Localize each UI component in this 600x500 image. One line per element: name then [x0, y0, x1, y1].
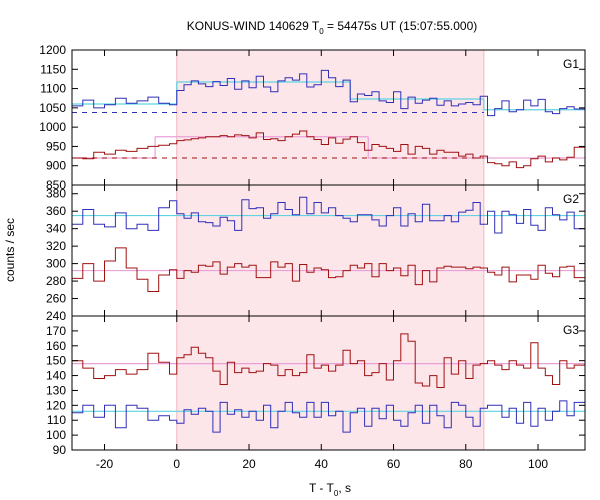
x-tick-label: 40	[315, 457, 329, 471]
g2-blue-series	[72, 196, 585, 234]
x-tick-label: -20	[96, 457, 114, 471]
g3-panel-label: G3	[563, 323, 579, 337]
chart-title: KONUS-WIND 140629 T0 = 54475s UT (15:07:…	[187, 19, 478, 36]
x-axis: -20 0 20 40 60 80 100	[96, 457, 549, 471]
g3-blue-series	[72, 400, 585, 433]
x-tick-label: 80	[459, 457, 473, 471]
g1-y-tick-label: 950	[46, 139, 66, 153]
g2-panel: 240 260 280 300 320 340 360 380 G2	[46, 184, 586, 323]
g1-panel-label: G1	[563, 57, 579, 71]
g2-y-tick-label: 380	[46, 187, 66, 201]
y-axis-label: counts / sec	[3, 218, 17, 282]
x-tick-label: 100	[528, 457, 548, 471]
g1-red-series	[72, 130, 585, 169]
g2-y-tick-label: 360	[46, 204, 66, 218]
g3-y-tick-label: 140	[46, 369, 66, 383]
g3-red-series	[72, 333, 585, 388]
g3-y-tick-label: 120	[46, 398, 66, 412]
g2-red-series	[72, 247, 585, 292]
x-axis-label: T - T0, s	[309, 481, 351, 498]
g1-y-tick-label: 850	[46, 178, 66, 192]
g3-y-tick-label: 90	[53, 443, 67, 457]
g2-y-tick-label: 240	[46, 309, 66, 323]
g3-y-tick-label: 110	[47, 413, 66, 427]
g2-panel-label: G2	[563, 192, 579, 206]
g2-y-tick-label: 260	[46, 292, 66, 306]
x-tick-label: 20	[242, 457, 256, 471]
g1-y-tick-label: 1000	[39, 120, 66, 134]
g1-y-tick-label: 1150	[40, 62, 66, 76]
g2-y-tick-label: 300	[46, 257, 66, 271]
g3-frame	[71, 315, 586, 451]
highlight-interval	[176, 50, 484, 450]
g3-y-tick-label: 130	[46, 383, 66, 397]
g1-blue-series	[72, 69, 585, 117]
g1-y-tick-label: 1200	[39, 43, 66, 57]
highlight-group	[176, 50, 485, 450]
g2-y-tick-label: 340	[46, 222, 66, 236]
g3-y-tick-label: 160	[46, 339, 66, 353]
g1-y-tick-label: 1100	[40, 82, 66, 96]
x-tick-label: 0	[173, 457, 180, 471]
g2-y-tick-label: 280	[46, 274, 66, 288]
g3-y-tick-label: 170	[46, 324, 66, 338]
g1-y-tick-label: 1050	[39, 101, 66, 115]
g2-y-tick-label: 320	[46, 239, 66, 253]
x-tick-label: 60	[387, 457, 401, 471]
g1-panel: 850 900 950 1000 1050 1100 1150 1200 G1	[39, 43, 586, 192]
g1-y-tick-label: 900	[46, 159, 66, 173]
g3-y-tick-label: 150	[46, 354, 66, 368]
g3-y-tick-label: 100	[46, 428, 66, 442]
